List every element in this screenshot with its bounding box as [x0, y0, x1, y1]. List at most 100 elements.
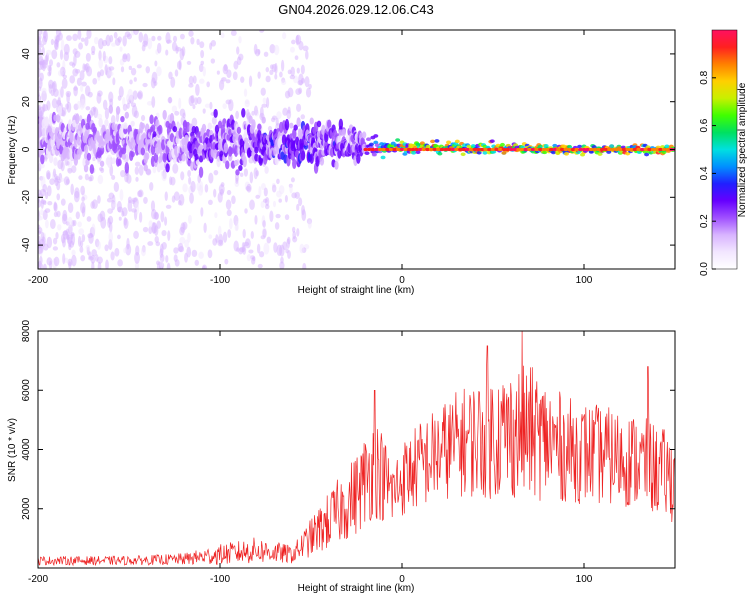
spectrogram-speckle — [152, 165, 157, 174]
spectrogram-speckle — [51, 82, 56, 90]
spectrogram-speckle — [149, 182, 154, 191]
spectrogram-speckle — [226, 209, 232, 217]
spectrogram-speckle — [69, 240, 75, 248]
spectrogram-speckle — [67, 202, 74, 214]
spectrogram-speckle — [273, 44, 280, 56]
spectrogram-peak-cell — [585, 147, 590, 152]
spectrogram-speckle — [208, 199, 213, 206]
spectrogram-speckle — [69, 61, 74, 66]
spectrogram-speckle — [242, 228, 246, 239]
spectrogram-speckle — [80, 201, 86, 214]
spectrogram-speckle — [60, 233, 66, 244]
colorbar-gradient — [711, 29, 738, 270]
spectrogram-speckle — [42, 104, 49, 112]
spectrogram-cell — [121, 153, 127, 160]
spectrogram-speckle — [188, 83, 194, 88]
colorbar-tick-label: 0.2 — [699, 214, 710, 228]
spectrogram-speckle — [61, 78, 68, 89]
colorbar-label: Normalized spectral amplitude — [737, 82, 748, 217]
spectrogram-speckle — [69, 75, 76, 84]
spectrogram-peak-cell — [403, 147, 408, 152]
spectrogram-speckle — [276, 178, 280, 185]
spectrogram-speckle — [211, 116, 217, 125]
spectrogram-speckle — [145, 66, 151, 74]
spectrogram-speckle — [289, 74, 296, 80]
spectrogram-speckle — [235, 220, 239, 231]
spectrogram-speckle — [148, 226, 153, 235]
spectrogram-speckle — [208, 234, 213, 239]
spectrogram-speckle — [76, 77, 82, 87]
spectrogram-speckle — [60, 177, 65, 183]
spectrogram-speckle — [263, 187, 268, 197]
spectrogram-speckle — [263, 51, 269, 57]
spectrogram-speckle — [140, 114, 146, 122]
spectrogram-cell — [44, 116, 49, 127]
spectrogram-speckle — [292, 226, 296, 233]
spectrogram-speckle — [81, 234, 86, 243]
spectrogram-cell — [327, 119, 332, 129]
spectrogram-speckle — [119, 46, 123, 52]
spectrogram-speckle — [117, 259, 123, 267]
spectrogram-speckle — [273, 242, 278, 253]
spectrogram-speckle — [258, 186, 262, 198]
spectrogram-speckle — [196, 182, 202, 191]
spectrogram-cell — [236, 126, 242, 134]
spectrogram-speckle — [195, 83, 200, 96]
spectrogram-speckle — [117, 234, 121, 240]
spectrogram-cell — [482, 151, 488, 155]
spectrogram-speckle — [274, 222, 280, 230]
spectrogram-speckle — [174, 259, 180, 267]
snr-frame — [37, 330, 676, 569]
spectrogram-peak-cell — [519, 147, 525, 152]
spectrogram-speckle — [161, 172, 167, 182]
spectrogram-speckle — [177, 200, 182, 206]
figure-title: GN04.2026.029.12.06.C43 — [278, 2, 433, 17]
snr-x-tick-label: 0 — [399, 574, 405, 585]
spectrogram-cell — [609, 144, 615, 148]
spectrogram-speckle — [160, 211, 165, 223]
spectrogram-speckle — [78, 175, 83, 180]
spectrogram-speckle — [282, 32, 287, 40]
spectrogram-cell — [83, 144, 89, 154]
spectrogram-heatmap — [38, 30, 675, 269]
spectrogram-speckle — [83, 64, 88, 71]
spectrogram-speckle — [38, 35, 41, 45]
spectrogram-peak-cell — [512, 147, 518, 152]
spectrogram-speckle — [91, 51, 95, 56]
spectrogram-speckle — [75, 211, 80, 220]
spectrogram-speckle — [66, 161, 70, 166]
spectrogram-peak-cell — [538, 147, 543, 152]
spectrogram-speckle — [38, 77, 43, 89]
spectrogram-speckle — [210, 58, 216, 64]
spectrogram-cell — [415, 150, 421, 155]
spectrogram-speckle — [48, 83, 53, 94]
spectrogram-speckle — [192, 75, 197, 84]
spectrogram-speckle — [79, 115, 83, 122]
spectrogram-peak-cell — [570, 147, 576, 152]
spectrogram-speckle — [172, 163, 179, 174]
spectrogram-y-tick-label: -20 — [21, 190, 32, 205]
spectrogram-speckle — [65, 103, 69, 110]
spectrogram-cell — [542, 150, 548, 155]
spectrogram-speckle — [80, 240, 84, 248]
spectrogram-speckle — [147, 38, 153, 50]
spectrogram-speckle — [292, 230, 297, 240]
spectrogram-speckle — [287, 87, 294, 98]
spectrogram-speckle — [80, 185, 85, 196]
spectrogram-speckle — [46, 236, 53, 249]
spectrogram-speckle — [127, 196, 132, 204]
spectrogram-cell — [292, 128, 297, 139]
spectrogram-cell — [143, 164, 148, 172]
spectrogram-speckle — [184, 252, 188, 263]
spectrogram-speckle — [255, 194, 261, 199]
spectrogram-speckle — [62, 253, 66, 265]
spectrogram-speckle — [266, 236, 272, 244]
spectrogram-peak-cell — [396, 147, 401, 152]
spectrogram-speckle — [295, 35, 299, 46]
spectrogram-speckle — [208, 172, 214, 184]
spectrogram-speckle — [270, 117, 276, 123]
spectrogram-cell — [334, 160, 339, 170]
spectrogram-cell — [223, 142, 229, 154]
spectrogram-speckle — [111, 175, 116, 181]
spectrogram-speckle — [178, 97, 182, 110]
